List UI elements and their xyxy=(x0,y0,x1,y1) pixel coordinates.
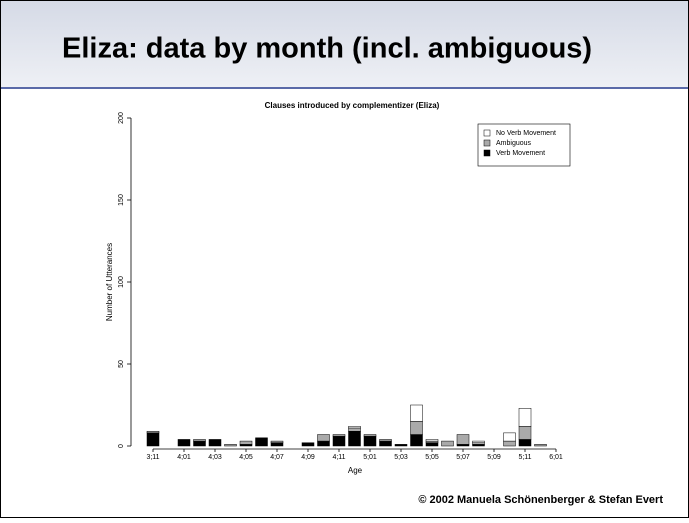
bar-segment xyxy=(317,440,330,447)
x-axis-label: Age xyxy=(348,466,363,475)
bar-segment xyxy=(317,434,330,442)
y-tick-label: 0 xyxy=(118,444,125,448)
bar-segment xyxy=(363,435,377,447)
x-tick-label: 5;09 xyxy=(487,454,501,461)
chart-title: Clauses introduced by complementizer (El… xyxy=(265,101,440,110)
bar-segment xyxy=(379,439,392,442)
x-tick-label: 5;07 xyxy=(456,454,470,461)
y-tick-label: 200 xyxy=(118,112,125,124)
x-tick-label: 5;03 xyxy=(394,454,408,461)
bar-segment xyxy=(534,444,547,447)
bar-segment xyxy=(518,426,532,440)
bar-segment xyxy=(348,427,361,432)
bar-segment xyxy=(394,444,408,447)
y-tick-label: 100 xyxy=(118,276,125,288)
x-tick-label: 3;11 xyxy=(146,454,159,461)
bar-segment xyxy=(363,434,377,437)
plot: 0 50 100 150 200 3;11 4;01 4;03 4;05 4;07 4;09 4;11… xyxy=(118,112,571,461)
y-tick-label: 50 xyxy=(118,360,125,368)
bar-segment xyxy=(503,440,516,447)
legend-label: Ambiguous xyxy=(496,140,532,147)
x-tick-label: 4;07 xyxy=(270,454,284,461)
x-tick-label: 5;05 xyxy=(425,454,439,461)
x-tick-label: 4;01 xyxy=(177,454,191,461)
bar-segment xyxy=(255,437,268,447)
bar-segment xyxy=(518,408,532,427)
legend-box xyxy=(477,123,571,167)
legend-label: Verb Movement xyxy=(496,150,545,157)
footer: © 2002 Manuela Schönenberger & Stefan Ev… xyxy=(418,494,663,506)
bar-segment xyxy=(239,440,253,445)
y-axis-label: Number of Utterances xyxy=(105,243,114,321)
x-tick-label: 4;05 xyxy=(239,454,253,461)
bar-segment xyxy=(410,404,423,422)
bar-segment xyxy=(301,442,315,447)
x-tick-label: 4;11 xyxy=(332,454,345,461)
bar-segment xyxy=(224,444,237,447)
bar-segment xyxy=(503,432,516,442)
slide-title: Eliza: data by month (incl. ambiguous) xyxy=(62,33,592,65)
bar-segment xyxy=(472,440,485,443)
bar-segment xyxy=(410,421,423,435)
legend-swatch xyxy=(483,129,491,137)
bar-segment xyxy=(348,426,361,429)
bar-segment xyxy=(332,434,346,437)
bar-segment xyxy=(425,442,439,447)
bar-segment xyxy=(425,439,439,442)
x-tick-label: 5;01 xyxy=(363,454,377,461)
bar-segment xyxy=(208,439,222,447)
bar-segment xyxy=(456,434,470,445)
y-tick-label: 150 xyxy=(118,194,125,206)
bar-segment xyxy=(379,440,392,447)
bar-segment xyxy=(270,442,284,447)
bar-segment xyxy=(146,432,160,447)
bar-segment xyxy=(270,440,284,443)
legend-swatch xyxy=(483,149,491,157)
bar-segment xyxy=(348,430,361,447)
legend-label: No Verb Movement xyxy=(496,130,556,137)
x-tick-label: 4;03 xyxy=(208,454,222,461)
x-tick-label: 4;09 xyxy=(301,454,315,461)
bar-segment xyxy=(193,439,206,442)
bar-segment xyxy=(193,440,206,447)
header-band xyxy=(1,1,688,87)
bar-segment xyxy=(177,439,191,447)
bar-segment xyxy=(518,439,532,447)
x-tick-label: 6;01 xyxy=(549,454,563,461)
bar-segment xyxy=(332,435,346,447)
bar-segment xyxy=(410,434,423,447)
x-tick-label: 5;11 xyxy=(518,454,531,461)
bar-segment xyxy=(146,430,160,434)
legend-swatch xyxy=(483,139,491,147)
bar-segment xyxy=(441,440,454,447)
